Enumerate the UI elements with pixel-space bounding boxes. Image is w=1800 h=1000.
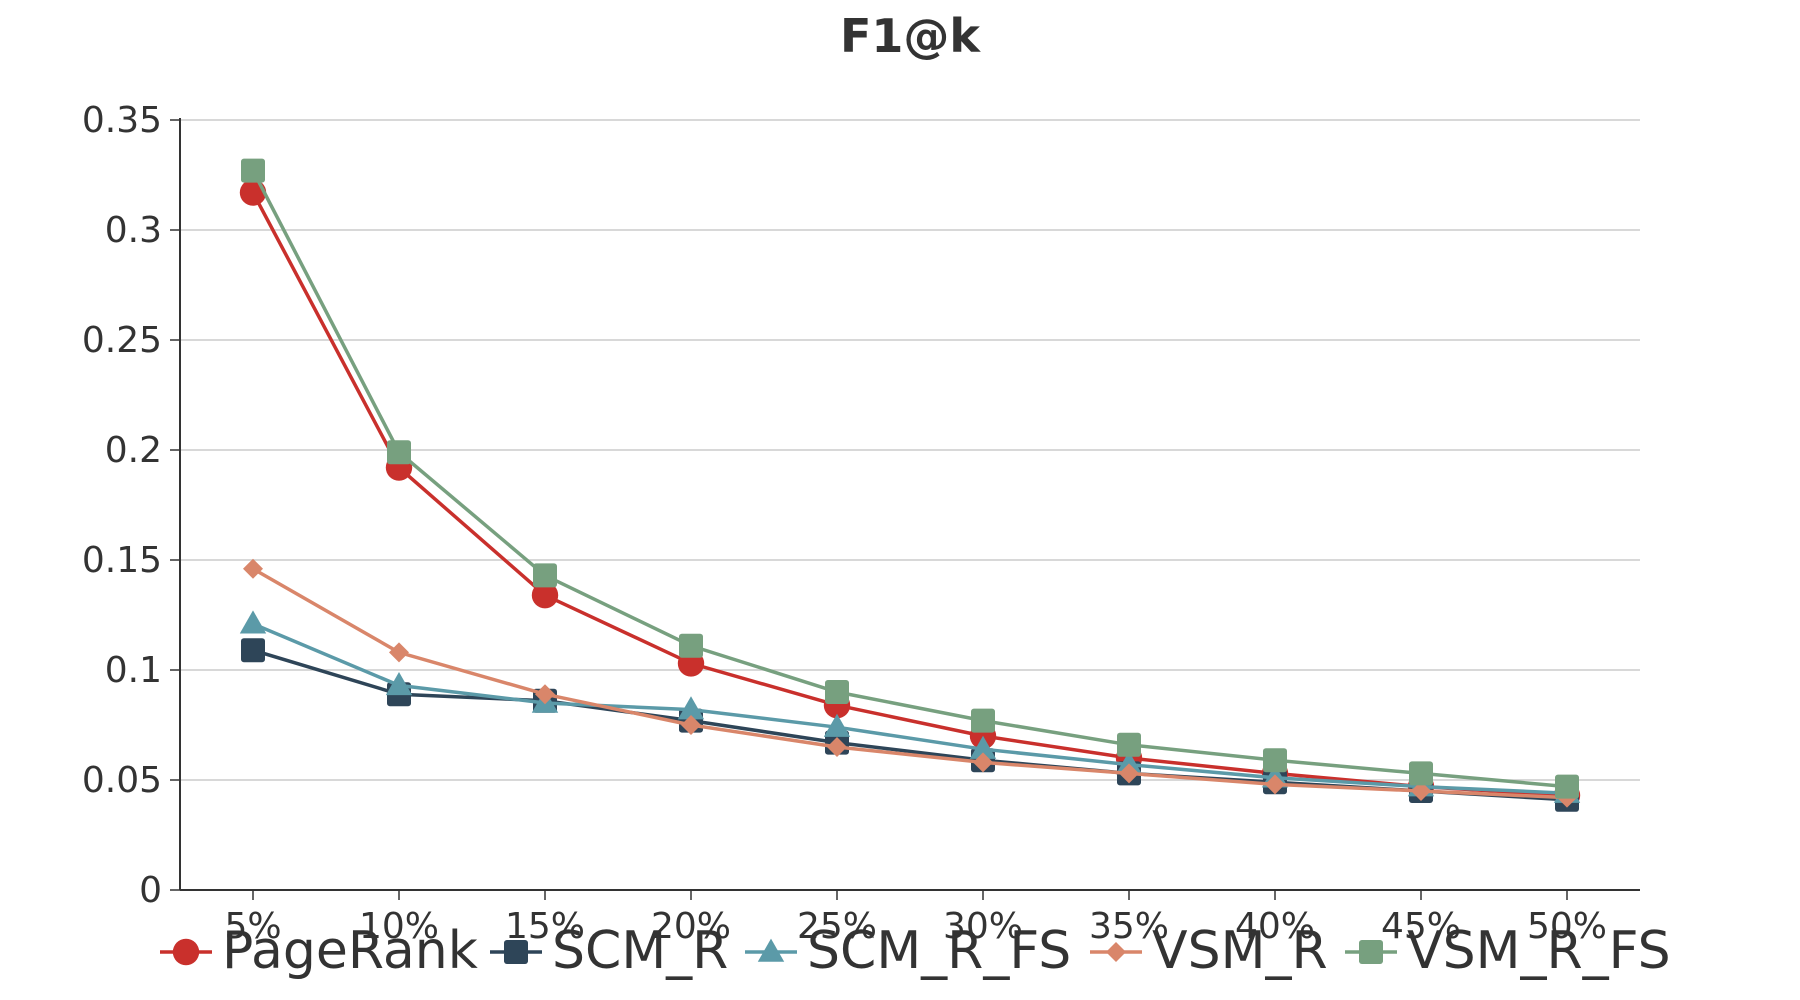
data-point [243, 558, 263, 579]
x-tick-label: 45% [1381, 906, 1461, 947]
legend: PageRank SCM_R SCM_R_FS VSM_R VSM_R_FS [160, 921, 1671, 981]
y-tick-label: 0.35 [82, 100, 162, 141]
data-point [679, 633, 703, 658]
data-point [677, 696, 705, 720]
series-lines [239, 158, 1581, 812]
data-point [825, 680, 849, 704]
legend-marker [1106, 942, 1126, 962]
series-vsm-r [243, 558, 1577, 808]
data-point [533, 563, 557, 588]
x-tick-label: 20% [651, 906, 731, 947]
data-point [1411, 781, 1431, 801]
series-line [251, 191, 1568, 798]
data-point [535, 684, 555, 705]
legend-label: VSM_R [1152, 921, 1328, 981]
data-point [531, 582, 559, 609]
series-line [252, 567, 1568, 800]
axes: 00.050.10.150.20.250.30.355% 10% 15% 20% 25%… [82, 100, 1640, 947]
x-tick-label: 5% [224, 906, 281, 947]
data-point [1409, 761, 1433, 786]
legend-item: SCM_R_FS [745, 921, 1071, 981]
data-point [969, 735, 997, 759]
legend-item: PageRank [160, 921, 478, 981]
y-tick-label: 0.25 [82, 320, 162, 361]
x-tick-label: 25% [797, 906, 877, 947]
data-point [971, 708, 995, 733]
data-point [1117, 732, 1141, 757]
y-tick-label: 0.3 [105, 210, 162, 251]
series-line [252, 648, 1568, 802]
data-point [973, 752, 993, 773]
legend-item: VSM_R_FS [1345, 921, 1671, 981]
gridlines [180, 119, 1640, 781]
data-point [1115, 751, 1143, 775]
y-tick-label: 0.1 [105, 650, 162, 691]
data-point [241, 638, 265, 663]
legend-label: VSM_R_FS [1407, 921, 1671, 981]
data-point [827, 737, 847, 757]
chart-title: F1@k [840, 9, 981, 63]
legend-label: PageRank [222, 921, 478, 981]
data-point [387, 440, 411, 465]
x-tick-label: 10% [359, 906, 439, 947]
y-tick-label: 0 [139, 870, 162, 911]
legend-item: SCM_R [490, 921, 728, 981]
x-tick-label: 40% [1235, 906, 1315, 947]
series-pagerank [239, 179, 1581, 809]
series-line [252, 622, 1568, 795]
legend-marker [172, 938, 200, 966]
legend-label: SCM_R [552, 921, 728, 981]
legend-marker [504, 940, 528, 964]
x-tick-label: 30% [943, 906, 1023, 947]
y-tick-label: 0.05 [82, 760, 162, 801]
legend-item: VSM_R [1090, 921, 1328, 981]
data-point [1263, 748, 1287, 773]
x-tick-label: 50% [1527, 906, 1607, 947]
series-vsm-r-fs [241, 158, 1579, 799]
legend-label: SCM_R_FS [807, 921, 1071, 981]
data-point [239, 179, 267, 206]
data-point [1119, 763, 1139, 784]
data-point [823, 713, 851, 737]
y-tick-label: 0.2 [105, 430, 162, 471]
legend-marker [1359, 940, 1383, 964]
data-point [385, 672, 413, 696]
data-point [1555, 774, 1579, 799]
y-tick-label: 0.15 [82, 540, 162, 581]
data-point [389, 642, 409, 663]
series-line [251, 169, 1568, 789]
legend-marker [757, 938, 785, 962]
data-point [1265, 774, 1285, 795]
data-point [681, 715, 701, 735]
data-point [239, 610, 267, 634]
x-tick-label: 35% [1089, 906, 1169, 947]
data-point [241, 158, 265, 183]
